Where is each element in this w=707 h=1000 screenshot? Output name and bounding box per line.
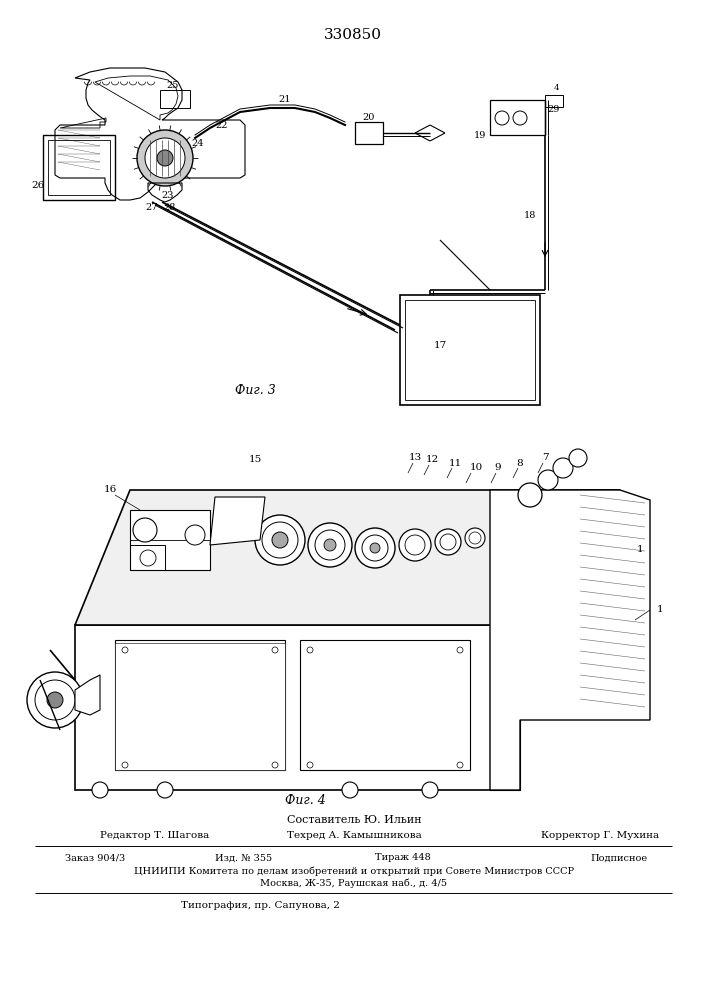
Circle shape — [355, 528, 395, 568]
Bar — [130, 545, 165, 570]
Text: Тираж 448: Тираж 448 — [375, 854, 431, 862]
Text: Подписное: Подписное — [590, 854, 647, 862]
Circle shape — [324, 539, 336, 551]
Text: Составитель Ю. Ильин: Составитель Ю. Ильин — [286, 815, 421, 825]
Text: Изд. № 355: Изд. № 355 — [215, 854, 272, 862]
Circle shape — [435, 529, 461, 555]
Text: 21: 21 — [279, 96, 291, 104]
Bar — [130, 510, 210, 570]
Circle shape — [538, 470, 558, 490]
Circle shape — [27, 672, 83, 728]
Polygon shape — [490, 630, 520, 790]
Text: 7: 7 — [542, 454, 549, 462]
Text: 23: 23 — [162, 190, 174, 200]
Circle shape — [440, 534, 456, 550]
Bar — [490, 100, 545, 135]
Text: Москва, Ж-35, Раушская наб., д. 4/5: Москва, Ж-35, Раушская наб., д. 4/5 — [260, 878, 448, 888]
Bar — [400, 295, 540, 405]
Bar — [405, 300, 535, 400]
Circle shape — [272, 532, 288, 548]
Circle shape — [92, 782, 108, 798]
Text: 24: 24 — [192, 138, 204, 147]
Bar — [160, 90, 190, 108]
Text: Фиг. 4: Фиг. 4 — [285, 794, 325, 806]
Text: 16: 16 — [103, 486, 117, 494]
Text: 9: 9 — [495, 464, 501, 473]
Text: Фиг. 3: Фиг. 3 — [235, 383, 275, 396]
Text: 29: 29 — [548, 105, 560, 114]
Circle shape — [553, 458, 573, 478]
Circle shape — [362, 535, 388, 561]
Text: Корректор Г. Мухина: Корректор Г. Мухина — [541, 832, 659, 840]
Circle shape — [145, 138, 185, 178]
Circle shape — [308, 523, 352, 567]
Text: Заказ 904/3: Заказ 904/3 — [65, 854, 125, 862]
Circle shape — [157, 782, 173, 798]
Text: Типография, пр. Сапунова, 2: Типография, пр. Сапунова, 2 — [180, 900, 339, 910]
Circle shape — [35, 680, 75, 720]
Polygon shape — [210, 497, 265, 545]
Polygon shape — [75, 675, 100, 715]
Text: 1: 1 — [637, 546, 643, 554]
Circle shape — [422, 782, 438, 798]
Text: Редактор Т. Шагова: Редактор Т. Шагова — [100, 832, 209, 840]
Bar — [300, 640, 470, 770]
Polygon shape — [75, 490, 620, 625]
Text: 10: 10 — [469, 464, 483, 473]
Circle shape — [133, 518, 157, 542]
Bar — [48, 140, 110, 195]
Circle shape — [255, 515, 305, 565]
Text: 1: 1 — [657, 605, 663, 614]
Text: 13: 13 — [409, 454, 421, 462]
Bar — [355, 122, 383, 144]
Circle shape — [342, 782, 358, 798]
Text: 20: 20 — [363, 113, 375, 122]
Circle shape — [518, 483, 542, 507]
Circle shape — [569, 449, 587, 467]
Circle shape — [315, 530, 345, 560]
Circle shape — [370, 543, 380, 553]
Text: 27: 27 — [146, 204, 158, 213]
Bar — [115, 643, 285, 770]
Polygon shape — [490, 490, 650, 790]
Text: 12: 12 — [426, 456, 438, 464]
Text: 25: 25 — [167, 81, 179, 90]
Text: 17: 17 — [433, 340, 447, 350]
Bar — [115, 640, 285, 770]
Circle shape — [137, 130, 193, 186]
Circle shape — [465, 528, 485, 548]
Text: ЦНИИПИ Комитета по делам изобретений и открытий при Совете Министров СССР: ЦНИИПИ Комитета по делам изобретений и о… — [134, 866, 574, 876]
Circle shape — [469, 532, 481, 544]
Circle shape — [262, 522, 298, 558]
Circle shape — [399, 529, 431, 561]
Circle shape — [405, 535, 425, 555]
Text: 8: 8 — [517, 458, 523, 468]
Text: Техред А. Камышникова: Техред А. Камышникова — [286, 832, 421, 840]
Circle shape — [47, 692, 63, 708]
Circle shape — [185, 525, 205, 545]
Text: 4: 4 — [554, 84, 559, 92]
Text: 22: 22 — [216, 120, 228, 129]
Polygon shape — [75, 625, 520, 790]
Bar — [43, 135, 115, 200]
Text: 26: 26 — [31, 180, 45, 190]
Text: 18: 18 — [524, 211, 536, 220]
Text: 19: 19 — [474, 130, 486, 139]
Text: 15: 15 — [248, 456, 262, 464]
Text: 28: 28 — [164, 204, 176, 213]
Polygon shape — [520, 490, 620, 625]
Circle shape — [157, 150, 173, 166]
Bar — [545, 95, 563, 107]
Text: 330850: 330850 — [324, 28, 382, 42]
Text: 11: 11 — [448, 458, 462, 468]
